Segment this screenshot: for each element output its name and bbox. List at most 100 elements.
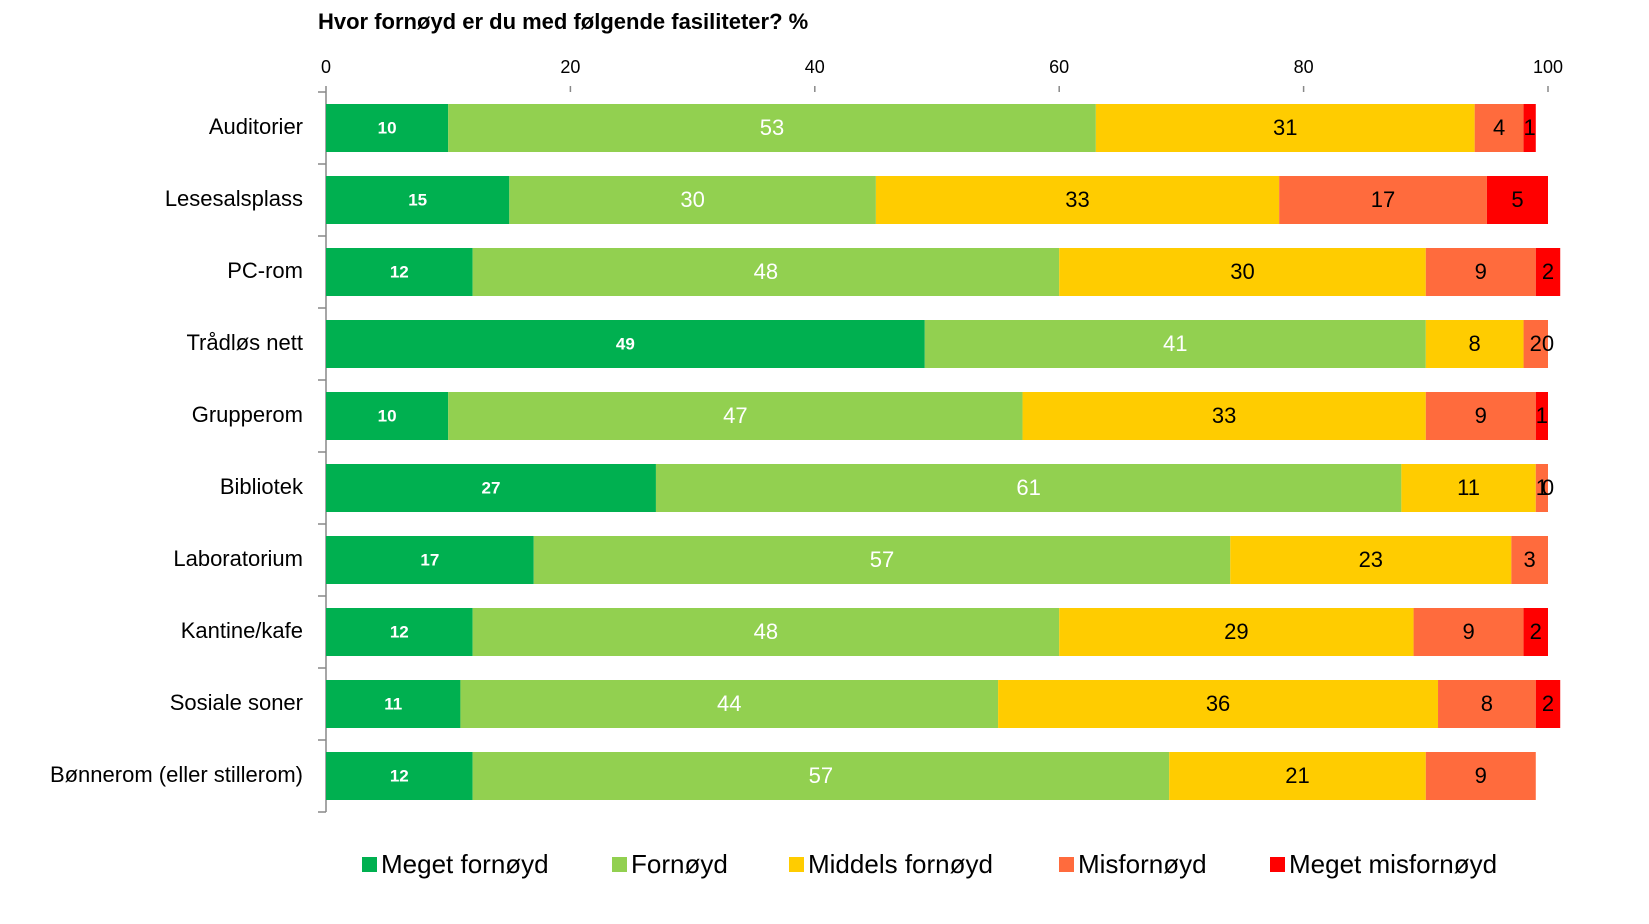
x-tick-label: 40: [805, 57, 825, 77]
y-tick-label: Laboratorium: [173, 546, 303, 571]
x-tick-label: 80: [1294, 57, 1314, 77]
data-label: 57: [809, 763, 833, 788]
bar-segment: [326, 464, 656, 512]
bar-segment: [326, 248, 473, 296]
data-label: 11: [1457, 475, 1480, 500]
data-label: 1: [1536, 403, 1548, 428]
data-label: 61: [1016, 475, 1040, 500]
bar-segment: [924, 320, 1426, 368]
bar-segment: [1059, 248, 1426, 296]
data-label: 36: [1206, 691, 1230, 716]
y-tick-label: Trådløs nett: [186, 330, 303, 355]
bar-segment: [1511, 536, 1548, 584]
x-tick-label: 100: [1533, 57, 1563, 77]
data-label: 30: [1230, 259, 1254, 284]
bar-segment: [326, 104, 449, 152]
y-tick-label: Bønnerom (eller stillerom): [50, 762, 303, 787]
legend-label: Middels fornøyd: [808, 849, 993, 879]
data-label: 11: [384, 694, 402, 713]
bar-segment: [1169, 752, 1426, 800]
data-label: 0: [1542, 475, 1554, 500]
data-label: 44: [717, 691, 741, 716]
data-label: 9: [1475, 259, 1487, 284]
bar-segment: [1425, 392, 1536, 440]
y-tick-label: PC-rom: [227, 258, 303, 283]
data-label: 2: [1542, 691, 1554, 716]
data-label: 17: [1371, 187, 1395, 212]
bar-segment: [1230, 536, 1512, 584]
bar-segment: [1523, 608, 1548, 656]
bar-segment: [1095, 104, 1475, 152]
bar-segment: [326, 536, 534, 584]
data-label: 12: [390, 766, 409, 785]
bar-segment: [509, 176, 876, 224]
data-label: 48: [754, 259, 778, 284]
legend-swatch: [1270, 857, 1285, 872]
chart-title: Hvor fornøyd er du med følgende fasilite…: [318, 9, 808, 34]
data-label: 41: [1163, 331, 1187, 356]
legend-swatch: [612, 857, 627, 872]
legend-label: Meget fornøyd: [381, 849, 549, 879]
x-tick-label: 0: [321, 57, 331, 77]
data-label: 23: [1359, 547, 1383, 572]
data-label: 8: [1481, 691, 1493, 716]
bar-segment: [326, 392, 449, 440]
bar-segment: [326, 320, 925, 368]
bar-segment: [1535, 464, 1548, 512]
x-tick-label: 20: [560, 57, 580, 77]
data-label: 31: [1273, 115, 1297, 140]
bar-segment: [1535, 392, 1548, 440]
data-label: 9: [1462, 619, 1474, 644]
bar-segment: [1425, 752, 1536, 800]
bar-segment: [1059, 608, 1414, 656]
data-label: 49: [616, 334, 635, 353]
data-label: 48: [754, 619, 778, 644]
data-label: 57: [870, 547, 894, 572]
x-tick-label: 60: [1049, 57, 1069, 77]
legend-swatch: [362, 857, 377, 872]
data-label: 2: [1542, 259, 1554, 284]
data-label: 21: [1285, 763, 1309, 788]
data-label: 2: [1530, 331, 1542, 356]
data-label: 1: [1536, 475, 1548, 500]
data-label: 9: [1475, 763, 1487, 788]
bar-segment: [448, 392, 1023, 440]
bar-segment: [998, 680, 1439, 728]
data-label: 1: [1524, 115, 1536, 140]
bar-segment: [1413, 608, 1524, 656]
data-label: 15: [408, 190, 427, 209]
data-label: 5: [1511, 187, 1523, 212]
bar-segment: [1425, 248, 1536, 296]
legend-label: Misfornøyd: [1078, 849, 1207, 879]
data-label: 10: [378, 118, 397, 137]
bar-segment: [1474, 104, 1524, 152]
data-label: 53: [760, 115, 784, 140]
bar-segment: [326, 176, 510, 224]
bar-segment: [1401, 464, 1536, 512]
bar-segment: [1486, 176, 1548, 224]
data-label: 12: [390, 622, 409, 641]
data-label: 30: [680, 187, 704, 212]
bar-segment: [460, 680, 999, 728]
bar-segment: [1279, 176, 1487, 224]
data-label: 8: [1469, 331, 1481, 356]
data-label: 9: [1475, 403, 1487, 428]
bar-segment: [1535, 680, 1561, 728]
data-label: 10: [378, 406, 397, 425]
bar-segment: [326, 680, 461, 728]
bar-segment: [1425, 320, 1524, 368]
y-tick-label: Kantine/kafe: [181, 618, 303, 643]
data-label: 47: [723, 403, 747, 428]
bar-segment: [1523, 104, 1536, 152]
y-tick-label: Lesesalsplass: [165, 186, 303, 211]
y-tick-label: Grupperom: [192, 402, 303, 427]
data-label: 3: [1524, 547, 1536, 572]
bar-segment: [875, 176, 1280, 224]
bar-segment: [326, 608, 473, 656]
bar-segment: [1535, 248, 1561, 296]
legend-swatch: [789, 857, 804, 872]
bar-segment: [472, 248, 1060, 296]
bar-segment: [472, 608, 1060, 656]
bar-segment: [1523, 320, 1548, 368]
